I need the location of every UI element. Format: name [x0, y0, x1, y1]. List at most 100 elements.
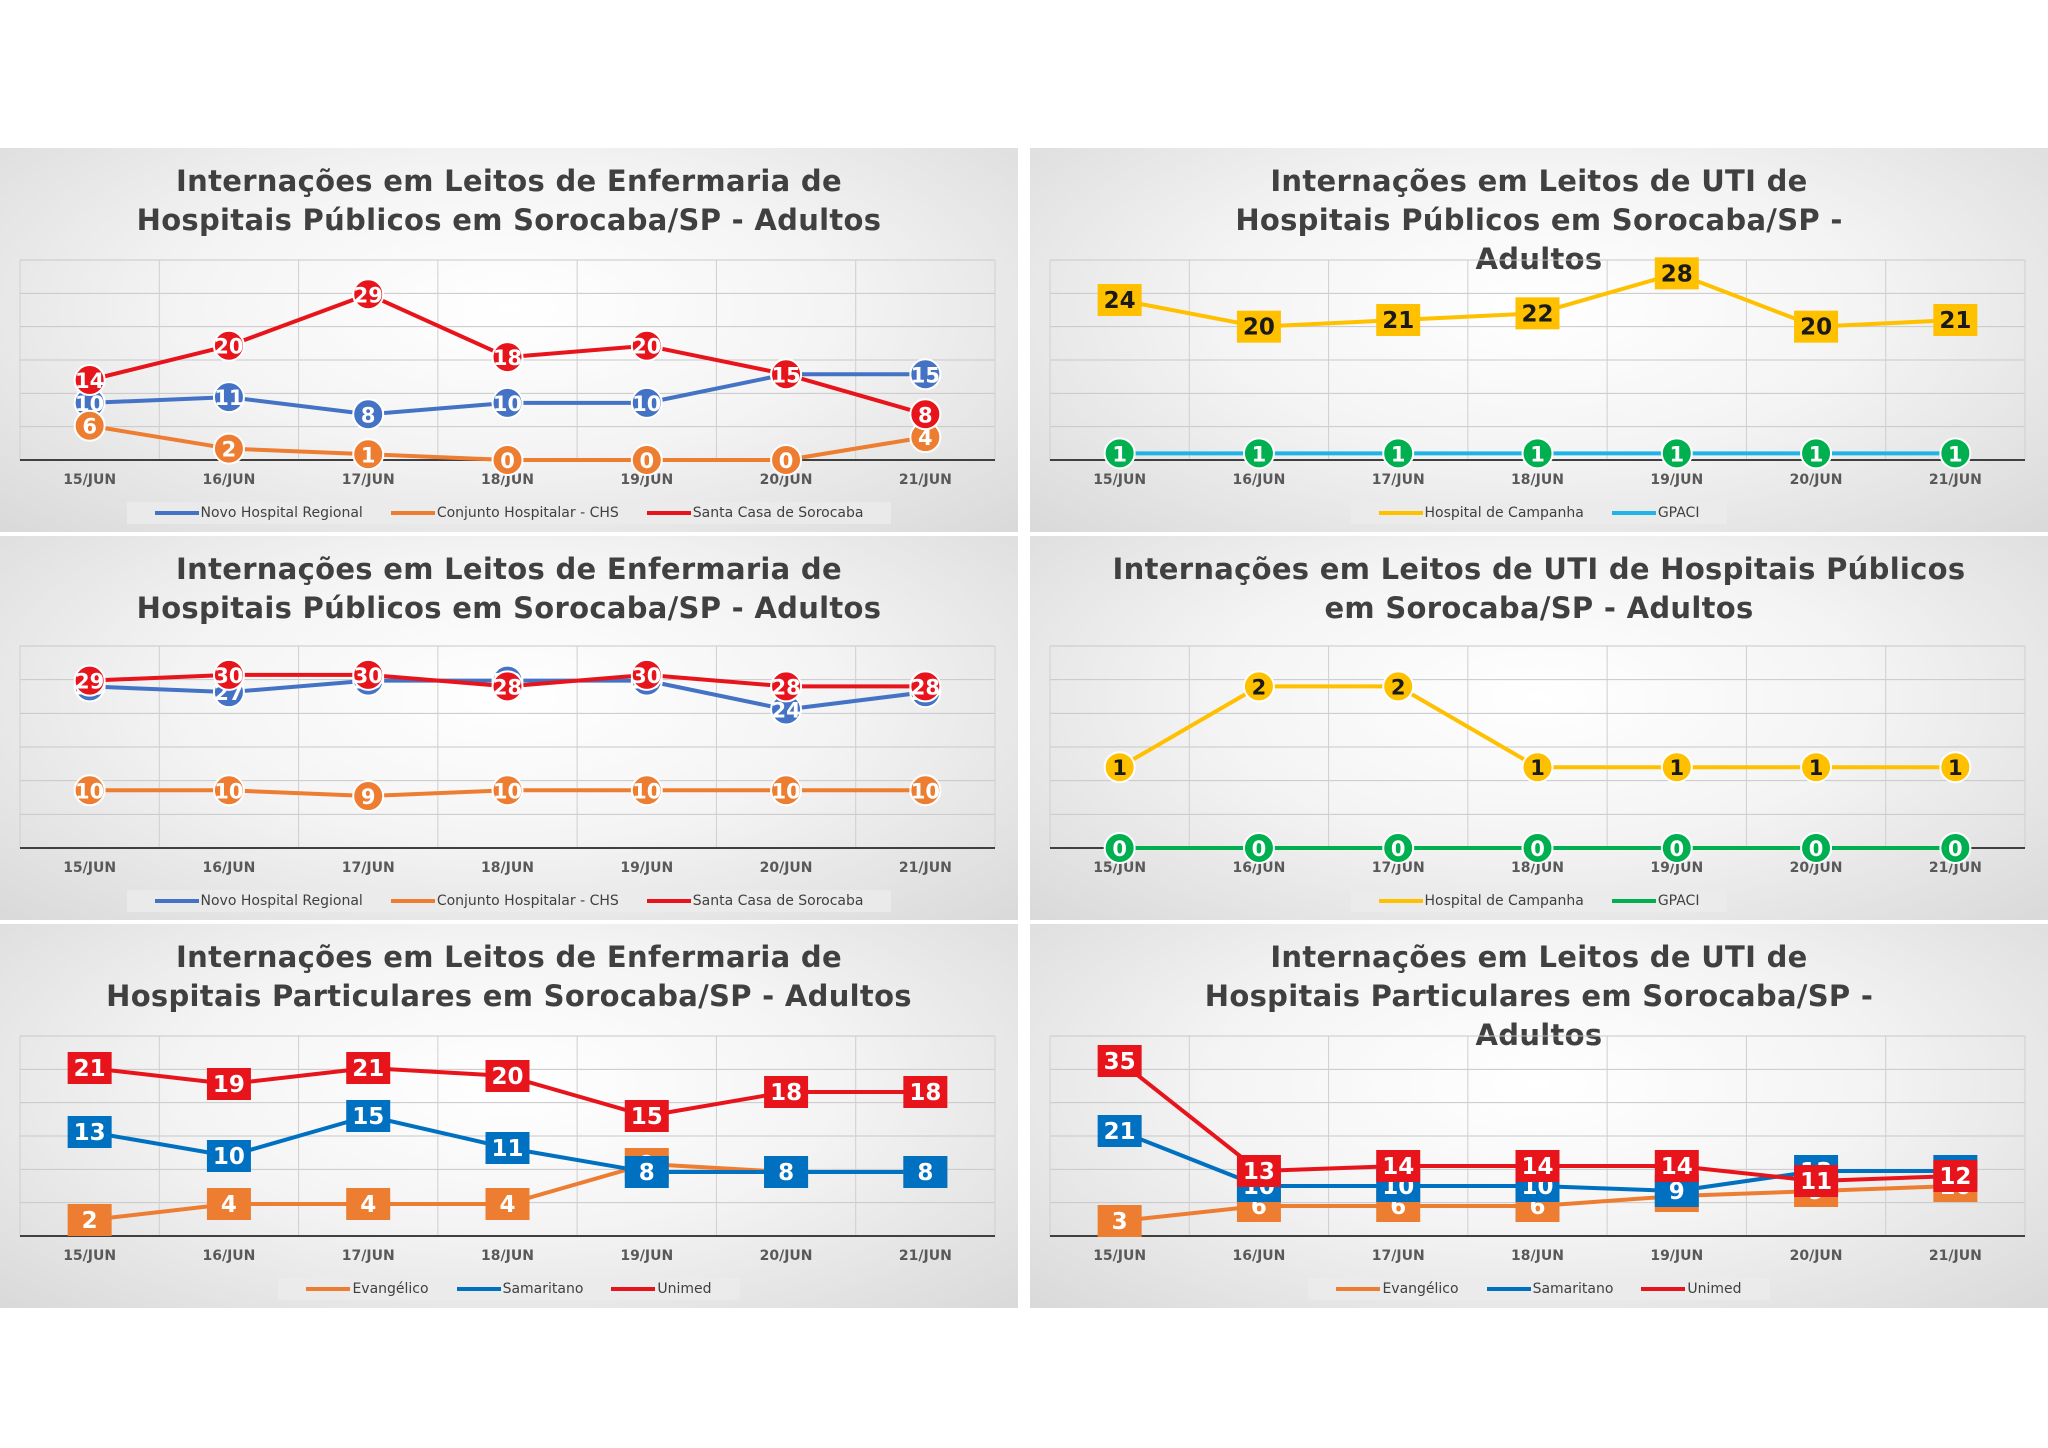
x-tick-label: 17/JUN — [342, 860, 395, 876]
x-tick-label: 15/JUN — [1093, 860, 1146, 876]
chart-panel-4: Internações em Leitos de UTI de Hospitai… — [1030, 536, 2048, 920]
x-tick-label: 17/JUN — [342, 1248, 395, 1264]
legend-swatch — [611, 1287, 656, 1291]
chart-title: Internações em Leitos de Enfermaria de H… — [106, 940, 912, 1013]
legend-label: Samaritano — [502, 1281, 584, 1297]
data-label-gpaci: 1 — [1669, 442, 1684, 466]
data-label-conjunto-hospitalar-chs: 0 — [639, 449, 654, 473]
data-label-novo-hospital-regional: 24 — [771, 698, 800, 722]
legend-item-novo-hospital-regional: Novo Hospital Regional — [154, 893, 363, 909]
legend-label: Conjunto Hospitalar - CHS — [436, 893, 619, 909]
data-point-hospital-de-campanha — [1382, 670, 1415, 703]
legend-item-unimed: Unimed — [611, 1281, 712, 1297]
data-point-unimed — [1376, 1150, 1421, 1182]
data-point-hospital-de-campanha — [1376, 304, 1421, 336]
data-point-conjunto-hospitalar-chs — [630, 774, 663, 807]
data-point-novo-hospital-regional — [352, 398, 385, 431]
data-label-hospital-de-campanha: 1 — [1530, 756, 1545, 780]
data-point-unimed — [1794, 1165, 1839, 1197]
data-label-unimed: 14 — [1661, 1154, 1693, 1180]
data-point-samaritano — [206, 1140, 251, 1172]
data-point-santa-casa-de-sorocaba — [212, 329, 245, 362]
legend-label: GPACI — [1657, 505, 1700, 521]
data-point-conjunto-hospitalar-chs — [73, 409, 106, 442]
data-point-santa-casa-de-sorocaba — [909, 670, 942, 703]
chart-legend: Novo Hospital Regional Conjunto Hospitala… — [0, 502, 1018, 524]
gridlines — [1049, 645, 2026, 849]
data-label-novo-hospital-regional: 11 — [214, 386, 243, 410]
data-label-samaritano: 15 — [352, 1104, 384, 1130]
legend-label: Santa Casa de Sorocaba — [692, 893, 864, 909]
data-label-unimed: 15 — [631, 1104, 663, 1130]
data-point-santa-casa-de-sorocaba — [770, 670, 803, 703]
chart-panel-3: Internações em Leitos de Enfermaria de H… — [0, 536, 1018, 920]
data-label-conjunto-hospitalar-chs: 10 — [214, 779, 243, 803]
data-label-gpaci: 1 — [1391, 442, 1406, 466]
data-point-samaritano — [903, 1156, 948, 1188]
chart-plot: 15/JUN 16/JUN 17/JUN 18/JUN 19/JUN 20/JUN 21/J… — [1049, 1035, 2026, 1264]
x-tick-label: 19/JUN — [620, 1248, 673, 1264]
chart-panel-1: Internações em Leitos de Enfermaria de H… — [0, 148, 1018, 532]
data-label-hospital-de-campanha: 28 — [1661, 261, 1693, 287]
data-label-samaritano: 8 — [639, 1160, 655, 1186]
chart-panel-2: Internações em Leitos de UTI de Hospitai… — [1030, 148, 2048, 532]
data-label-unimed: 18 — [909, 1080, 941, 1106]
data-label-unimed: 20 — [491, 1064, 523, 1090]
data-point-gpaci — [1660, 437, 1693, 470]
data-point-hospital-de-campanha — [1097, 284, 1142, 316]
legend-label: Unimed — [1687, 1281, 1742, 1297]
data-label-conjunto-hospitalar-chs: 10 — [911, 779, 940, 803]
data-label-novo-hospital-regional: 10 — [632, 392, 661, 416]
data-label-gpaci: 1 — [1948, 442, 1963, 466]
data-label-samaritano: 8 — [778, 1160, 794, 1186]
data-point-unimed — [1933, 1160, 1978, 1192]
data-point-conjunto-hospitalar-chs — [491, 774, 524, 807]
chart-plot: 15/JUN 16/JUN 17/JUN 18/JUN 19/JUN 20/JUN 21/J… — [19, 259, 996, 488]
chart-title: Internações em Leitos de UTI de Hospitai… — [1112, 552, 1966, 625]
legend-label: Hospital de Campanha — [1424, 893, 1584, 909]
data-point-conjunto-hospitalar-chs — [770, 774, 803, 807]
chart-legend: Novo Hospital Regional Conjunto Hospitala… — [0, 890, 1018, 912]
data-point-conjunto-hospitalar-chs — [770, 444, 803, 476]
data-point-evangelico — [485, 1188, 530, 1220]
data-point-santa-casa-de-sorocaba — [909, 398, 942, 431]
x-tick-label: 16/JUN — [1232, 1248, 1285, 1264]
data-label-santa-casa-de-sorocaba: 30 — [354, 664, 383, 688]
x-tick-label: 18/JUN — [481, 1248, 534, 1264]
data-label-evangelico: 2 — [82, 1208, 98, 1234]
data-label-santa-casa-de-sorocaba: 29 — [75, 670, 104, 694]
legend-swatch — [1611, 899, 1656, 903]
legend-item-gpaci: GPACI — [1611, 505, 1700, 521]
legend-item-evangelico: Evangélico — [306, 1281, 429, 1297]
x-tick-label: 21/JUN — [1929, 472, 1982, 488]
data-label-conjunto-hospitalar-chs: 2 — [222, 438, 237, 462]
data-point-hospital-de-campanha — [1242, 670, 1275, 703]
chart-plot: 15/JUN 16/JUN 17/JUN 18/JUN 19/JUN 20/JUN 21/J… — [19, 1035, 996, 1264]
legend-item-hospital-de-campanha: Hospital de Campanha — [1378, 505, 1584, 521]
x-tick-label: 17/JUN — [1372, 1248, 1425, 1264]
data-label-samaritano: 21 — [1104, 1119, 1136, 1145]
legend-label: Unimed — [657, 1281, 712, 1297]
data-point-santa-casa-de-sorocaba — [352, 658, 385, 691]
data-point-hospital-de-campanha — [1654, 257, 1699, 290]
data-label-gpaci: 0 — [1948, 837, 1963, 861]
data-point-hospital-de-campanha — [1939, 751, 1972, 784]
data-label-santa-casa-de-sorocaba: 28 — [911, 675, 940, 699]
data-point-gpaci — [1660, 832, 1693, 864]
chart-legend: Evangélico Samaritano Unimed — [1030, 1278, 2048, 1300]
x-tick-label: 19/JUN — [1650, 472, 1703, 488]
data-label-santa-casa-de-sorocaba: 14 — [75, 369, 104, 393]
data-point-santa-casa-de-sorocaba — [630, 658, 663, 691]
data-point-samaritano — [624, 1156, 669, 1188]
data-label-santa-casa-de-sorocaba: 8 — [918, 403, 933, 427]
data-label-unimed: 35 — [1104, 1049, 1136, 1075]
data-label-unimed: 19 — [213, 1072, 245, 1098]
x-tick-label: 20/JUN — [1790, 1248, 1843, 1264]
data-point-gpaci — [1382, 832, 1415, 864]
data-point-evangelico — [67, 1204, 112, 1236]
x-tick-label: 20/JUN — [1790, 472, 1843, 488]
data-label-evangelico: 4 — [499, 1192, 515, 1218]
x-tick-label: 16/JUN — [202, 860, 255, 876]
legend-swatch — [646, 511, 691, 515]
data-point-santa-casa-de-sorocaba — [73, 364, 106, 396]
